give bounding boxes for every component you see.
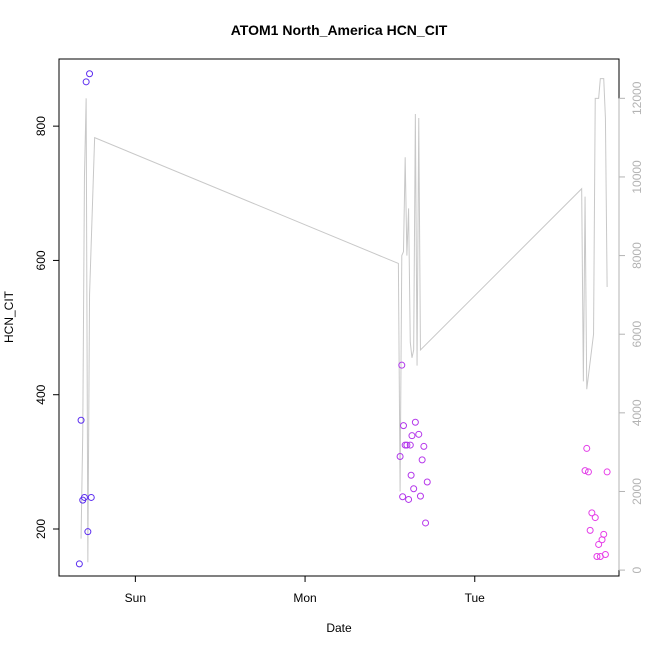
data-point xyxy=(584,468,592,476)
data-point xyxy=(600,530,608,538)
y2-tick-label: 6000 xyxy=(630,321,644,348)
data-point xyxy=(406,441,414,449)
y-tick-label: 800 xyxy=(34,116,48,136)
x-axis-label: Date xyxy=(326,621,352,635)
y-tick-label: 400 xyxy=(34,384,48,404)
y2-tick-label: 2000 xyxy=(630,478,644,505)
y2-tick-label: 10000 xyxy=(630,160,644,194)
data-point xyxy=(420,442,428,450)
data-point xyxy=(407,471,415,479)
plot-frame xyxy=(58,58,620,577)
y2-tick-label: 12000 xyxy=(630,81,644,115)
data-point xyxy=(87,493,95,501)
data-point xyxy=(399,493,407,501)
y-axis-label: HCN_CIT xyxy=(2,290,16,343)
data-point xyxy=(593,553,601,561)
data-point xyxy=(581,467,589,475)
data-point xyxy=(588,509,596,517)
data-point xyxy=(75,560,83,568)
data-point xyxy=(82,78,90,86)
data-point xyxy=(399,422,407,430)
data-point xyxy=(422,519,430,527)
chart-title: ATOM1 North_America HCN_CIT xyxy=(231,22,448,38)
y-tick-label: 600 xyxy=(34,250,48,270)
data-point xyxy=(601,551,609,559)
data-point xyxy=(396,452,404,460)
secondary-line-layer xyxy=(80,78,608,563)
data-point xyxy=(586,526,594,534)
data-point xyxy=(418,456,426,464)
data-point xyxy=(595,540,603,548)
data-point xyxy=(408,432,416,440)
secondary-series-line xyxy=(80,78,608,563)
data-point xyxy=(423,478,431,486)
x-tick-label: Sun xyxy=(125,591,146,605)
x-tick-label: Tue xyxy=(465,591,486,605)
x-tick-label: Mon xyxy=(293,591,316,605)
data-point xyxy=(415,430,423,438)
data-point xyxy=(591,514,599,522)
data-point xyxy=(86,70,94,78)
data-point xyxy=(416,492,424,500)
y2-tick-label: 0 xyxy=(630,566,644,573)
data-point xyxy=(84,528,92,536)
data-point xyxy=(411,418,419,426)
data-point xyxy=(403,441,411,449)
data-point xyxy=(77,416,85,424)
data-point xyxy=(80,493,88,501)
y-tick-label: 200 xyxy=(34,519,48,539)
y2-tick-label: 8000 xyxy=(630,242,644,269)
data-point xyxy=(398,361,406,369)
data-point xyxy=(405,495,413,503)
data-point xyxy=(410,485,418,493)
data-point xyxy=(583,444,591,452)
y2-tick-label: 4000 xyxy=(630,399,644,426)
points-layer xyxy=(75,70,611,568)
axes-layer: Sun Mon Tue2004006008000200040006000800010… xyxy=(34,81,644,605)
data-point xyxy=(603,468,611,476)
